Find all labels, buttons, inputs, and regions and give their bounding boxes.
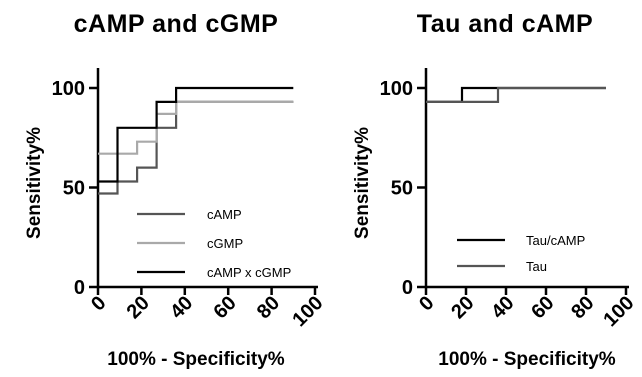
legend-label: cAMP (207, 207, 242, 222)
x-tick-label: 20 (123, 292, 154, 323)
series-line (98, 86, 294, 183)
x-tick-label: 60 (209, 292, 240, 323)
x-axis-label: 100% - Specificity% (107, 349, 285, 370)
x-tick-label: 0 (415, 292, 438, 315)
axes (417, 68, 629, 295)
series-line (426, 86, 606, 103)
legend-label: cGMP (207, 236, 243, 251)
legend-label: cAMP x cGMP (207, 265, 291, 280)
x-tick-label: 100 (288, 292, 327, 331)
y-tick-label: 50 (63, 178, 85, 200)
legend-label: Tau (526, 259, 547, 274)
x-tick-label: 80 (253, 292, 284, 323)
series-line (426, 86, 606, 103)
legend-label: Tau/cAMP (526, 233, 585, 248)
y-tick-label: 0 (402, 277, 413, 299)
x-axis-label: 100% - Specificity% (438, 349, 616, 370)
x-tick-label: 80 (567, 292, 598, 323)
legend: cAMP cGMP cAMP x cGMP (137, 207, 291, 280)
y-tick-label: 0 (74, 277, 85, 299)
x-tick-label: 20 (447, 292, 478, 323)
series-line (98, 100, 294, 195)
plot-lines (98, 86, 294, 195)
plot-lines (426, 86, 606, 103)
chart-title: Tau and cAMP (417, 10, 593, 38)
chart-left: cAMP and cGMP Sensitivity% 100% - Specif… (24, 10, 328, 370)
chart-right: Tau and cAMP Sensitivity% 100% - Specifi… (352, 10, 639, 370)
x-tick-label: 40 (166, 292, 197, 323)
x-tick-label: 40 (487, 292, 518, 323)
y-tick-label: 100 (52, 78, 85, 100)
y-axis-label: Sensitivity% (24, 127, 45, 239)
y-tick-label: 50 (391, 178, 413, 200)
legend: Tau/cAMP Tau (457, 233, 585, 274)
x-tick-label: 60 (527, 292, 558, 323)
axes (89, 68, 318, 295)
y-tick-label: 100 (380, 78, 413, 100)
chart-title: cAMP and cGMP (74, 10, 279, 38)
x-tick-label: 0 (87, 292, 110, 315)
y-axis-label: Sensitivity% (352, 127, 373, 239)
x-tick-label: 100 (599, 292, 638, 331)
